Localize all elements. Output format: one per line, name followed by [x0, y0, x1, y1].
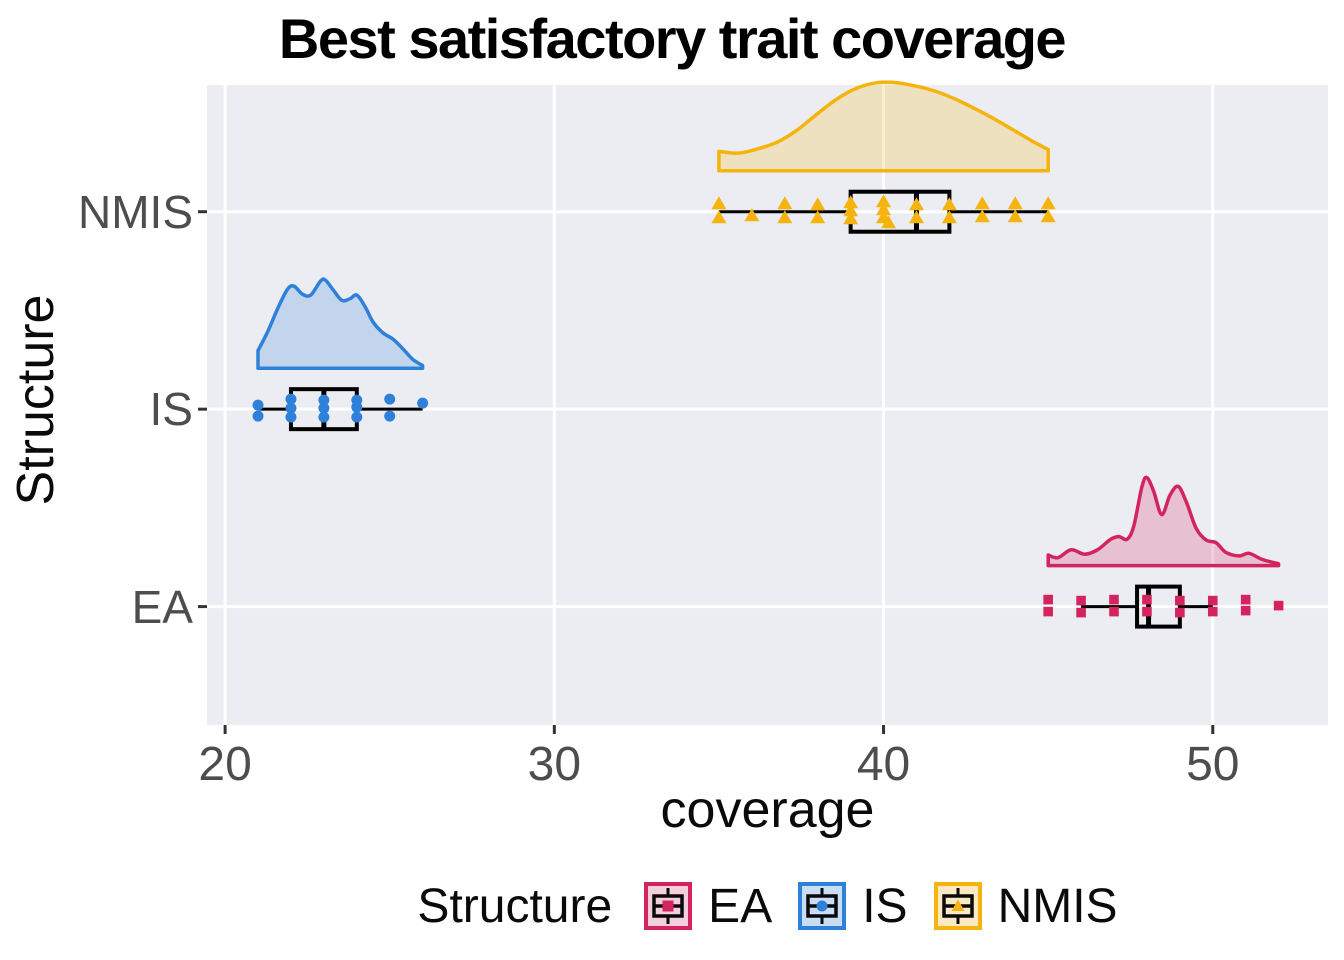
legend-item-ea: EA	[644, 879, 772, 934]
legend-key-boxplot-icon	[798, 882, 847, 930]
chart-title: Best satisfactory trait coverage	[278, 7, 1067, 70]
y-category-label-is: IS	[149, 383, 193, 436]
legend-item-label: NMIS	[997, 879, 1118, 933]
legend: Structure EA IS NMIS	[207, 874, 1328, 938]
legend-title: Structure	[417, 879, 613, 933]
raincloud-plot	[198, 80, 1328, 734]
legend-item-nmis: NMIS	[933, 879, 1118, 934]
y-axis-title: Structure	[7, 294, 65, 506]
legend-item-label: EA	[708, 879, 773, 933]
plot-panel	[207, 85, 1328, 725]
y-category-label-nmis: NMIS	[78, 185, 193, 238]
x-axis-title: coverage	[660, 781, 875, 839]
x-tick-label-50: 50	[1186, 738, 1240, 791]
y-category-label-ea: EA	[131, 580, 193, 633]
legend-item-is: IS	[798, 879, 908, 934]
x-tick-label-40: 40	[856, 738, 911, 791]
legend-key-boxplot-icon	[644, 882, 693, 930]
legend-key-boxplot-icon	[933, 882, 982, 930]
x-tick-label-20: 20	[198, 738, 252, 791]
legend-item-label: IS	[862, 879, 908, 933]
x-tick-label-30: 30	[527, 738, 582, 791]
